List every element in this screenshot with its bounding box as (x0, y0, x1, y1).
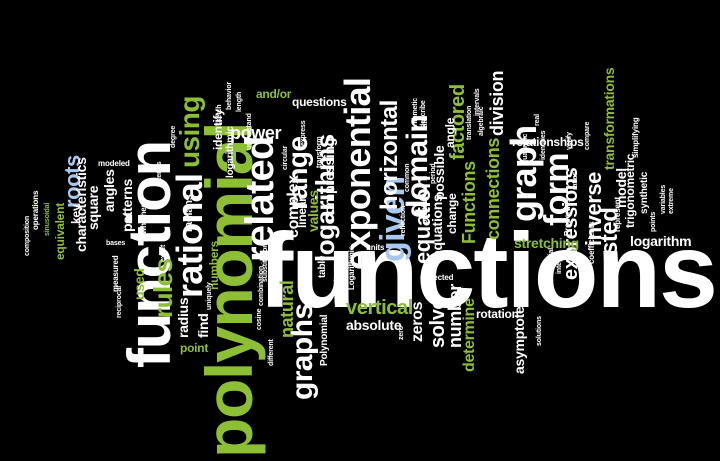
word-square: square (85, 185, 101, 230)
word-radians: radians (183, 194, 195, 232)
word-using: using (174, 96, 205, 168)
word-relationships: relationships (512, 135, 584, 149)
word-composition: composition (24, 215, 31, 256)
word-stretching: stretching (514, 235, 579, 251)
word-change: change (445, 193, 459, 234)
word-synthetic: synthetic (639, 171, 650, 214)
word-equivalent: equivalent (53, 203, 67, 260)
word-linear: linear (295, 197, 309, 228)
word-express: express (300, 120, 307, 147)
word-logarithmic: logarithmic (225, 126, 236, 178)
word-division: division (487, 70, 507, 136)
word-expected: expected (420, 273, 454, 282)
word-compare: compare (584, 121, 591, 150)
word-andor: and/or (256, 87, 292, 101)
word-functions-cap: Functions (459, 161, 479, 244)
word-rate: rate (422, 117, 429, 130)
word-simplifying: simplifying (631, 117, 640, 158)
word-transform: transform (316, 136, 323, 168)
word-units: units (366, 243, 385, 252)
word-factors: factors (485, 280, 494, 306)
word-coefficients: coefficients (587, 221, 596, 264)
word-rotation: rotation (476, 307, 519, 321)
word-terms: terms (156, 161, 163, 180)
word-logarithm: logarithm (630, 233, 692, 249)
word-real: real (534, 114, 541, 126)
word-related: related (238, 136, 282, 262)
word-horizontal: horizontal (376, 100, 403, 210)
word-period: period (430, 163, 437, 184)
word-integer: integer (556, 251, 563, 274)
word-zero: zero (398, 326, 405, 340)
word-behavior: behavior (226, 81, 233, 110)
word-natural: natural (277, 280, 297, 339)
word-partial: partial (548, 247, 555, 268)
word-find: find (195, 313, 211, 338)
word-point: point (180, 341, 209, 355)
word-absolute: absolute (346, 317, 402, 333)
word-exact: exact (160, 244, 167, 262)
word-identities: identities (540, 130, 547, 160)
word-cosine: cosine (256, 308, 263, 330)
word-variables: variables (660, 184, 667, 214)
word-radius: radius (175, 297, 191, 338)
word-polynomial-cap: Polynomial (319, 314, 330, 366)
word-points: points (650, 211, 657, 232)
word-reciprocal: reciprocal (116, 285, 123, 318)
word-extreme: extreme (668, 188, 675, 214)
word-practical: practical (422, 196, 429, 224)
word-uniquely: uniquely (206, 282, 213, 310)
word-ratios: ratios (572, 171, 579, 190)
word-used: used (131, 268, 147, 300)
word-compressing: compressing (321, 137, 337, 222)
word-solutions: solutions (536, 316, 543, 346)
word-patterns: patterns (119, 179, 135, 232)
word-use: use (535, 266, 551, 290)
word-power: power (230, 123, 282, 143)
word-angles: angles (101, 169, 117, 212)
word-sinusoidal: sinusoidal (44, 202, 51, 236)
word-vertical: vertical (346, 297, 413, 319)
word-degree: degree (170, 125, 177, 148)
word-rules: rules (148, 258, 178, 318)
word-reflection: reflection (400, 205, 407, 236)
word-quadratic: quadratic (522, 133, 529, 164)
word-whether: whether (139, 204, 148, 234)
word-sketch: sketch (216, 104, 223, 126)
word-circular: circular (282, 145, 289, 170)
word-connections: connections (483, 137, 503, 240)
word-table: table (317, 255, 328, 278)
word-properties: Properties (563, 198, 572, 236)
word-length: length (236, 91, 243, 112)
word-verify: verify (566, 132, 573, 150)
word-functions: functions (258, 212, 718, 330)
word-transformations: transformations (601, 67, 617, 170)
word-angle: angle (443, 117, 457, 148)
word-algebraic: algebraic (478, 106, 485, 136)
word-bases: bases (106, 240, 126, 247)
word-different: different (268, 339, 275, 366)
word-operations: operations (31, 190, 40, 230)
word-equations: equations (429, 194, 445, 258)
word-tables: tables (333, 268, 344, 296)
word-modeled: modeled (98, 159, 130, 168)
word-translation: translation (466, 105, 473, 140)
word-represent: represent (613, 196, 622, 232)
word-logarithmic-cap: Logarithmic (347, 245, 356, 290)
word-combination: combination (258, 265, 265, 306)
word-understand: understand (246, 113, 253, 150)
word-common: common (404, 163, 411, 192)
word-arithmetic: arithmetic (412, 97, 419, 130)
word-key: key (69, 204, 83, 224)
word-questions: questions (292, 95, 347, 109)
